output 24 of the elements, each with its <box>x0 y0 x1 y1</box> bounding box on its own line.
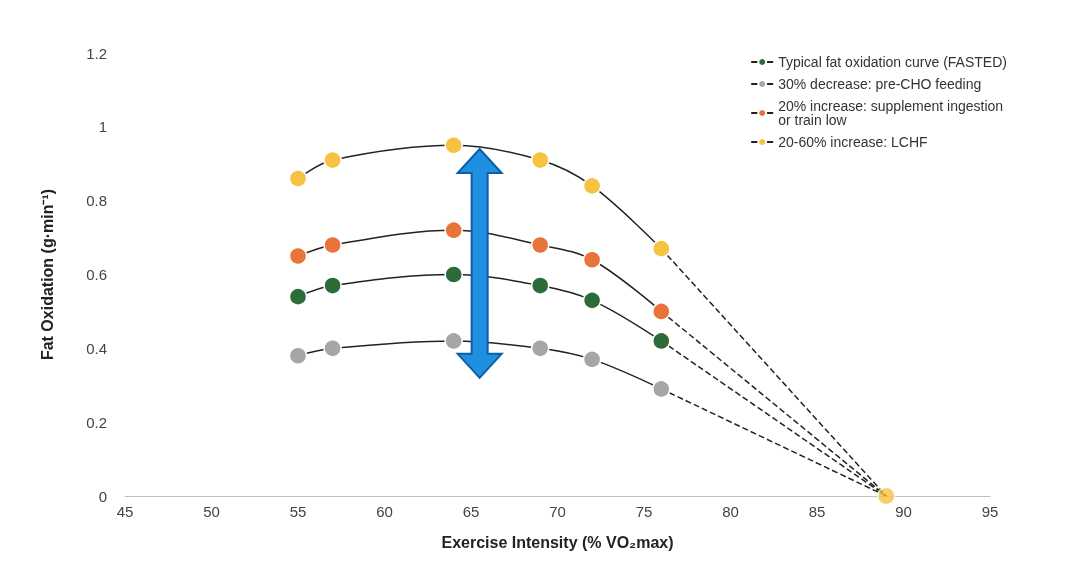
y-axis-title: Fat Oxidation (g·min⁻¹) <box>38 188 56 361</box>
y-tick-label: 0.4 <box>86 339 107 357</box>
y-tick-label: 0.6 <box>86 266 107 283</box>
y-tick-label: 0.2 <box>86 413 107 431</box>
x-tick-label: 70 <box>549 503 566 520</box>
legend-label: 20% increase: supplement ingestion or train low <box>778 98 1008 128</box>
x-tick-label: 65 <box>462 503 480 520</box>
x-tick-label: 55 <box>289 503 307 520</box>
y-tick-label: 1 <box>98 118 107 136</box>
x-tick-label: 90 <box>895 503 912 520</box>
x-tick-label: 60 <box>376 503 393 520</box>
legend-label: 30% decrease: pre-CHO feeding <box>778 76 982 92</box>
x-tick-label: 50 <box>203 503 220 520</box>
x-tick-label: 80 <box>722 503 739 520</box>
x-tick-label: 85 <box>808 503 826 520</box>
x-tick-label: 75 <box>635 503 653 520</box>
legend-label: Typical fat oxidation curve (FASTED) <box>778 54 1007 70</box>
legend-label: 20-60% increase: LCHF <box>778 134 928 150</box>
x-tick-label: 95 <box>981 503 999 520</box>
y-tick-label: 0 <box>98 487 107 505</box>
x-axis-title: Exercise Intensity (% VO₂max) <box>441 533 674 551</box>
y-tick-label: 1.2 <box>86 44 107 62</box>
y-tick-label: 0.8 <box>86 192 107 210</box>
x-tick-label: 45 <box>116 503 134 520</box>
